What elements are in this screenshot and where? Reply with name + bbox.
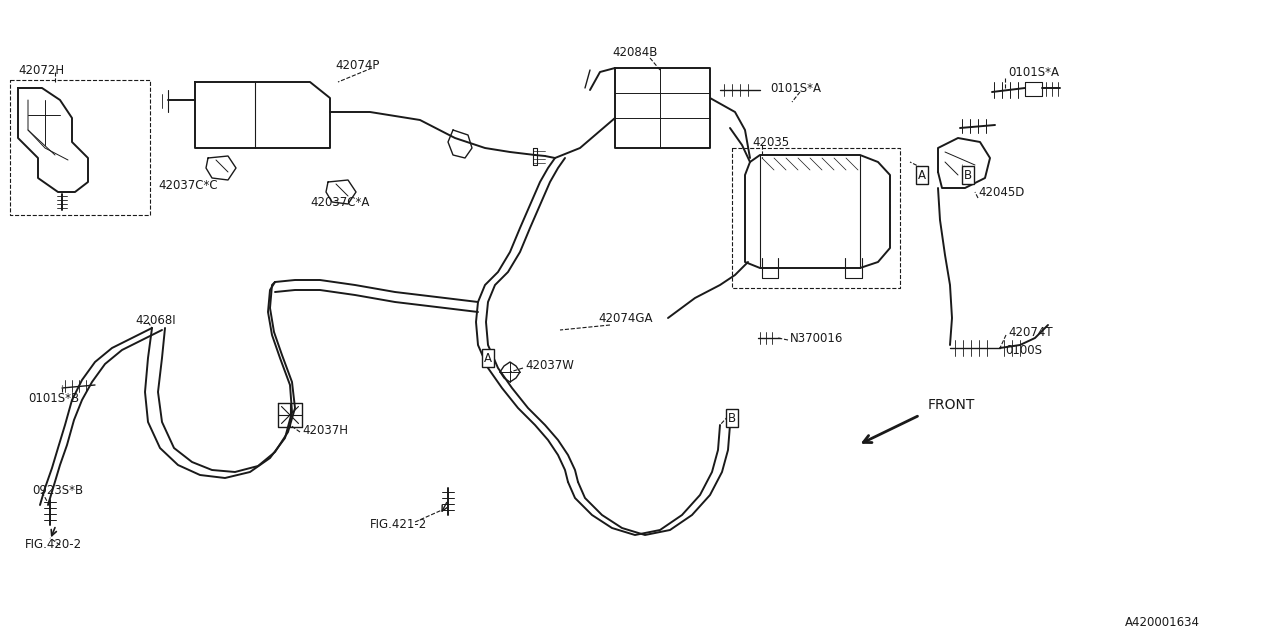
Text: 0101S*A: 0101S*A	[1009, 65, 1059, 79]
Text: FIG.420-2: FIG.420-2	[26, 538, 82, 552]
Text: 42074P: 42074P	[335, 58, 379, 72]
Text: 0101S*A: 0101S*A	[771, 81, 820, 95]
Text: 42084B: 42084B	[612, 45, 658, 58]
Text: 42074GA: 42074GA	[598, 312, 653, 324]
Text: 42037H: 42037H	[302, 424, 348, 436]
Text: 42035: 42035	[753, 136, 790, 148]
Text: FRONT: FRONT	[928, 398, 975, 412]
Text: B: B	[728, 412, 736, 424]
Text: 42074T: 42074T	[1009, 326, 1052, 339]
Text: 0923S*B: 0923S*B	[32, 483, 83, 497]
Text: 42037C*A: 42037C*A	[310, 195, 370, 209]
Text: A: A	[918, 168, 925, 182]
Text: 42072H: 42072H	[18, 63, 64, 77]
Text: 0100S: 0100S	[1005, 344, 1042, 356]
Text: A420001634: A420001634	[1125, 616, 1201, 628]
Text: N370016: N370016	[790, 332, 844, 344]
Text: FIG.421-2: FIG.421-2	[370, 518, 428, 531]
Text: 42068I: 42068I	[134, 314, 175, 326]
Text: 42037W: 42037W	[525, 358, 573, 371]
Text: 42037C*C: 42037C*C	[157, 179, 218, 191]
Text: B: B	[964, 168, 972, 182]
Text: 0101S*B: 0101S*B	[28, 392, 79, 404]
Text: A: A	[484, 351, 492, 365]
Text: 42045D: 42045D	[978, 186, 1024, 198]
